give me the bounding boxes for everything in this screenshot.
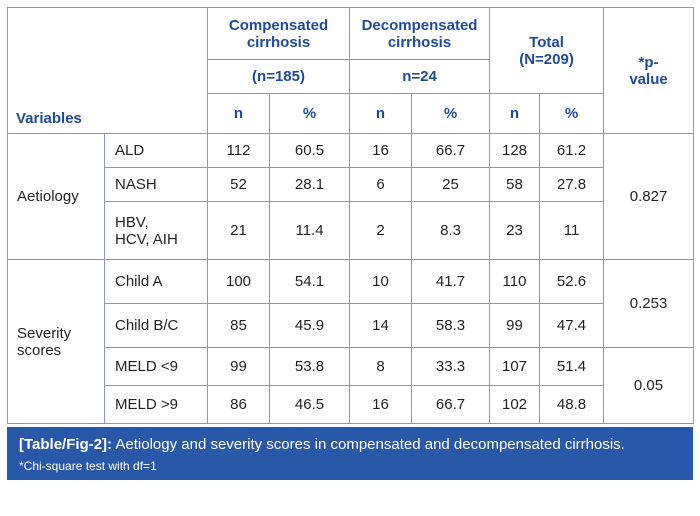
p-value-cell: 0.827	[603, 133, 695, 260]
row-label: Child B/C	[103, 303, 209, 348]
value-cell: 47.4	[539, 303, 605, 348]
value-cell: 58	[489, 167, 541, 202]
row-label: Child A	[103, 259, 209, 304]
compensated-header: Compensated cirrhosis	[207, 7, 351, 60]
n-header: n	[349, 93, 413, 134]
value-cell: 66.7	[411, 385, 491, 424]
value-cell: 33.3	[411, 347, 491, 386]
table-caption-tag: [Table/Fig-2]:	[19, 436, 113, 453]
value-cell: 61.2	[539, 133, 605, 168]
value-cell: 86	[207, 385, 271, 424]
value-cell: 10	[349, 259, 413, 304]
table-row: NASH 52 28.1 6 25 58 27.8	[8, 167, 694, 202]
row-label: MELD <9	[103, 347, 209, 386]
row-label: MELD >9	[103, 385, 209, 424]
table-caption: [Table/Fig-2]: Aetiology and severity sc…	[19, 435, 681, 455]
value-cell: 16	[349, 133, 413, 168]
table-row: MELD <9 99 53.8 8 33.3 107 51.4 0.05	[8, 347, 695, 424]
row-label: HBV, HCV, AIH	[103, 201, 209, 260]
value-cell: 99	[489, 303, 541, 348]
compensated-n-header: (n=185)	[207, 59, 351, 94]
table-row: MELD >9 86 46.5 16 66.7 102 48.8	[8, 385, 694, 424]
value-cell: 27.8	[539, 167, 605, 202]
caption-band: [Table/Fig-2]: Aetiology and severity sc…	[7, 427, 693, 480]
value-cell: 53.8	[269, 347, 351, 386]
table-row: Child B/C 85 45.9 14 58.3 99 47.4	[8, 303, 694, 348]
value-cell: 2	[349, 201, 413, 260]
p-value-cell: 0.05	[603, 347, 695, 424]
value-cell: 99	[207, 347, 271, 386]
value-cell: 52	[207, 167, 271, 202]
value-cell: 112	[207, 133, 271, 168]
table-row: HBV, HCV, AIH 21 11.4 2 8.3 23 11	[8, 201, 694, 260]
pct-header: %	[411, 93, 491, 134]
value-cell: 11.4	[269, 201, 351, 260]
n-header: n	[207, 93, 271, 134]
value-cell: 8.3	[411, 201, 491, 260]
header-row-groups: Variables Compensated cirrhosis Decompen…	[6, 7, 695, 134]
value-cell: 128	[489, 133, 541, 168]
value-cell: 46.5	[269, 385, 351, 424]
value-cell: 28.1	[269, 167, 351, 202]
value-cell: 45.9	[269, 303, 351, 348]
p-value-header: *p- value	[603, 7, 695, 134]
value-cell: 14	[349, 303, 413, 348]
row-label: NASH	[103, 167, 209, 202]
value-cell: 102	[489, 385, 541, 424]
value-cell: 21	[207, 201, 271, 260]
value-cell: 60.5	[269, 133, 351, 168]
pct-header: %	[269, 93, 351, 134]
group-label-aetiology: Aetiology	[7, 133, 105, 260]
value-cell: 100	[207, 259, 271, 304]
p-value-cell: 0.253	[603, 259, 695, 348]
value-cell: 58.3	[411, 303, 491, 348]
value-cell: 54.1	[269, 259, 351, 304]
figure-container: Variables Compensated cirrhosis Decompen…	[6, 7, 695, 480]
value-cell: 25	[411, 167, 491, 202]
value-cell: 52.6	[539, 259, 605, 304]
total-header: Total (N=209)	[489, 7, 605, 94]
value-cell: 85	[207, 303, 271, 348]
table-caption-text: Aetiology and severity scores in compens…	[115, 436, 625, 453]
pct-header: %	[539, 93, 605, 134]
value-cell: 66.7	[411, 133, 491, 168]
table-row: Aetiology ALD 112 60.5 16 66.7 128 61.2 …	[7, 133, 695, 260]
n-header: n	[489, 93, 541, 134]
value-cell: 16	[349, 385, 413, 424]
value-cell: 6	[349, 167, 413, 202]
group-label-severity-scores: Severity scores	[7, 259, 105, 424]
decompensated-header: Decompensated cirrhosis	[349, 7, 491, 60]
row-label: ALD	[103, 133, 209, 168]
value-cell: 23	[489, 201, 541, 260]
value-cell: 41.7	[411, 259, 491, 304]
decompensated-n-header: n=24	[349, 59, 491, 94]
value-cell: 110	[489, 259, 541, 304]
value-cell: 8	[349, 347, 413, 386]
header-row-counts: (n=185) n=24	[8, 59, 694, 94]
value-cell: 51.4	[539, 347, 605, 386]
variables-header: Variables	[6, 7, 209, 134]
table-row: Severity scores Child A 100 54.1 10 41.7…	[7, 259, 695, 424]
value-cell: 11	[539, 201, 605, 260]
value-cell: 107	[489, 347, 541, 386]
aetiology-severity-table: Variables Compensated cirrhosis Decompen…	[6, 7, 695, 424]
table-footnote: *Chi-square test with df=1	[19, 458, 157, 473]
value-cell: 48.8	[539, 385, 605, 424]
